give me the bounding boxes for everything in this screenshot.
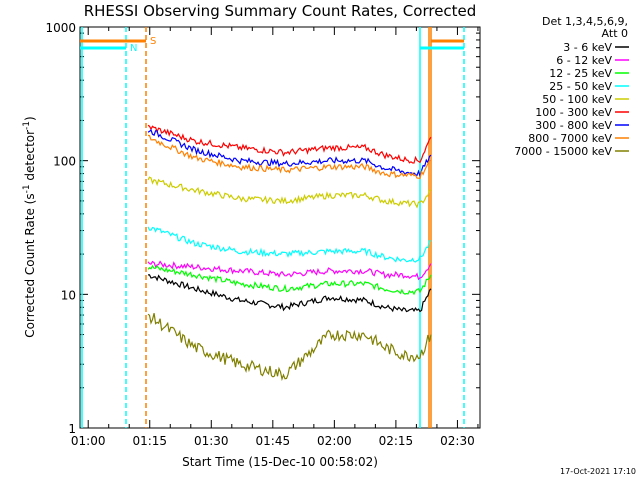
- legend-label: 6 - 12 keV: [556, 54, 612, 67]
- y-axis-label-part1: Corrected Count Rate (s: [23, 193, 37, 337]
- y-axis-label-part3: ): [23, 116, 37, 121]
- legend-header-line: Att 0: [602, 27, 628, 40]
- series-line-3: [147, 226, 432, 263]
- y-axis-label-part2: detector: [23, 130, 37, 185]
- y-tick-label: 100: [53, 155, 76, 169]
- marker-label-n: N: [130, 43, 137, 54]
- x-tick-label: 01:30: [194, 434, 229, 448]
- legend-label: 800 - 7000 keV: [528, 132, 612, 145]
- plot-frame: [79, 26, 481, 429]
- series-line-5: [147, 124, 432, 164]
- x-tick-label: 02:15: [379, 434, 414, 448]
- y-tick-label: 1000: [45, 21, 76, 35]
- series-group: [147, 124, 432, 382]
- generation-timestamp: 17-Oct-2021 17:10: [560, 467, 636, 476]
- series-line-7: [147, 134, 432, 180]
- series-line-6: [147, 128, 432, 178]
- chart-title: RHESSI Observing Summary Count Rates, Co…: [84, 2, 477, 20]
- x-tick-label: 01:45: [256, 434, 291, 448]
- series-line-8: [147, 313, 432, 382]
- legend-header-line: Det 1,3,4,5,6,9,: [542, 15, 628, 28]
- legend-label: 100 - 300 keV: [535, 106, 612, 119]
- series-line-0: [148, 274, 432, 313]
- y-axis-label-sup1: -1: [22, 184, 32, 193]
- x-tick-label: 02:30: [440, 434, 475, 448]
- series-line-2: [147, 264, 432, 296]
- series-line-4: [147, 176, 432, 209]
- x-tick-label: 01:00: [71, 434, 106, 448]
- y-axis-label: Corrected Count Rate (s-1 detector-1): [22, 116, 37, 337]
- series-line-1: [147, 260, 432, 281]
- legend-label: 25 - 50 keV: [549, 80, 612, 93]
- y-axis-label-sup2: -1: [22, 121, 32, 130]
- legend-label: 300 - 800 keV: [535, 119, 612, 132]
- legend-label: 3 - 6 keV: [563, 41, 612, 54]
- legend-label: 7000 - 15000 keV: [514, 145, 612, 158]
- time-markers: NS: [80, 27, 465, 428]
- plot-area: [79, 26, 481, 429]
- y-tick-label: 10: [61, 288, 76, 302]
- x-tick-label: 01:15: [132, 434, 167, 448]
- axis-ticks: 01:00 01:15 01:30 01:45 02:00 02:15 02:30 1 10 10…: [45, 21, 480, 448]
- x-tick-label: 02:00: [317, 434, 352, 448]
- y-tick-label: 1: [68, 422, 76, 436]
- legend-label: 12 - 25 keV: [549, 67, 612, 80]
- x-axis-label: Start Time (15-Dec-10 00:58:02): [182, 455, 378, 469]
- marker-label-s: S: [150, 36, 156, 47]
- legend-label: 50 - 100 keV: [542, 93, 612, 106]
